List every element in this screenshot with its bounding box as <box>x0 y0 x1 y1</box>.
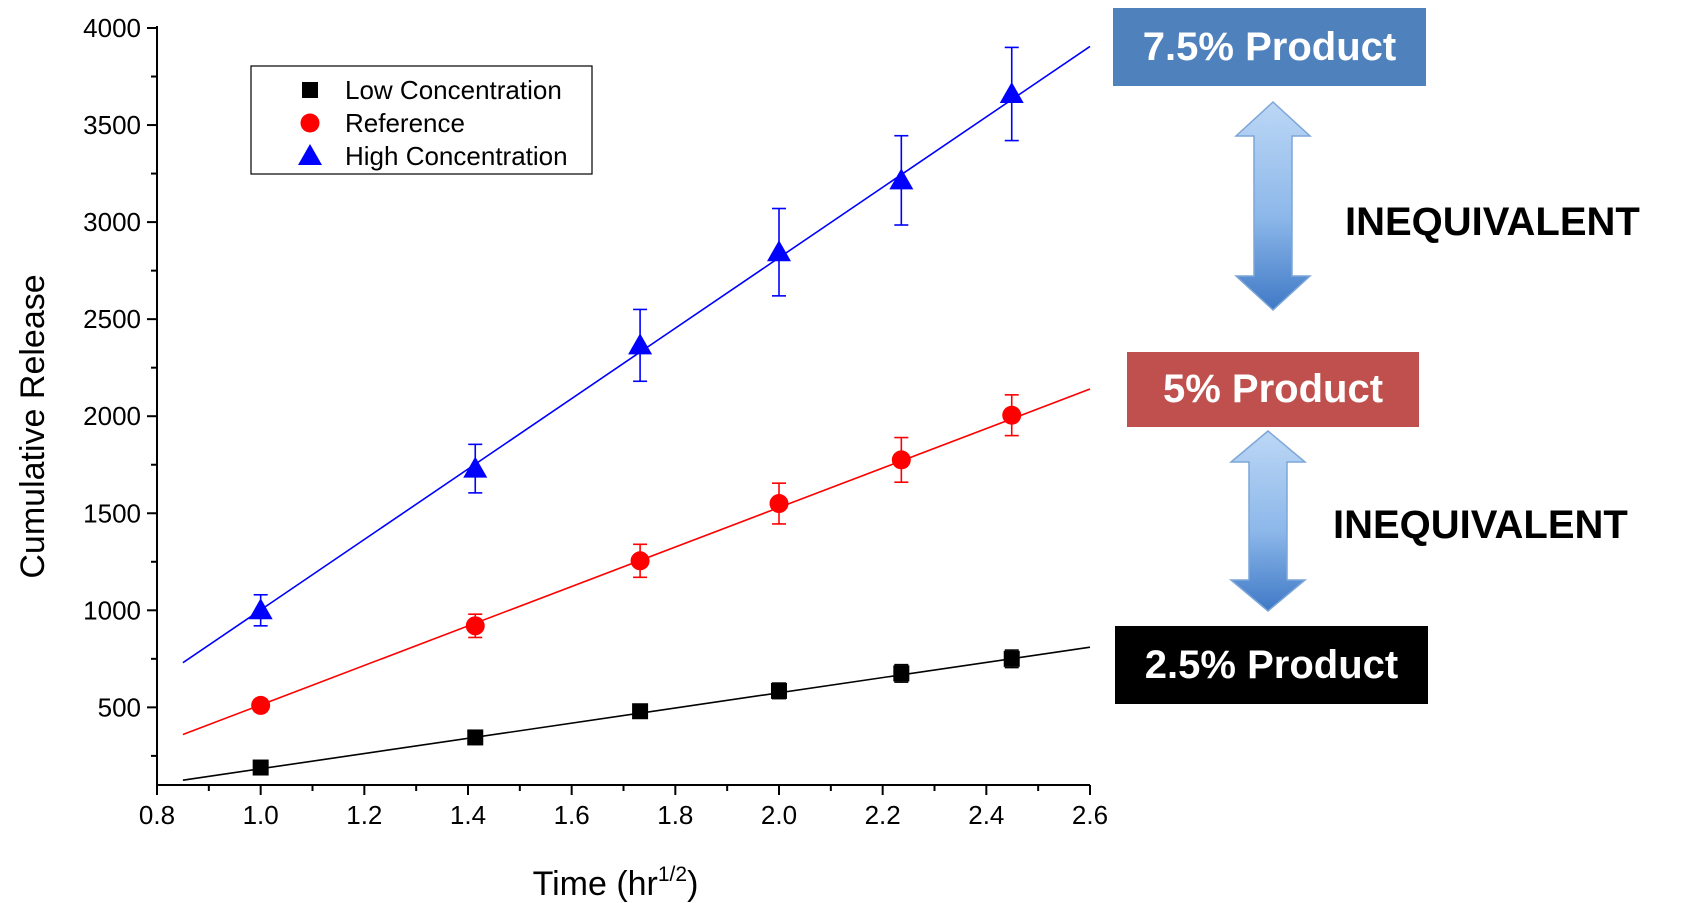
double-arrow-lower <box>1228 430 1308 612</box>
y-tick-label: 500 <box>98 692 141 722</box>
axes: 0.8 1.0 1.2 1.4 1.6 1.8 2.0 2.2 2.4 2.6 500 1000 150… <box>14 13 1108 903</box>
x-tick-label: 2.6 <box>1072 800 1108 830</box>
point-circle <box>251 695 271 715</box>
point-triangle <box>889 168 914 190</box>
legend-label: Reference <box>345 108 465 138</box>
fit-line-triangle <box>182 45 1091 664</box>
point-square <box>893 665 910 682</box>
x-tick-label: 1.6 <box>554 800 590 830</box>
product-box-7-5-label: 7.5% Product <box>1142 24 1397 69</box>
product-box-2-5: 2.5% Product <box>1115 626 1428 704</box>
legend-marker-circle <box>300 113 320 133</box>
point-circle <box>630 551 650 571</box>
point-circle <box>891 450 911 470</box>
point-triangle <box>463 456 488 478</box>
point-circle <box>465 616 485 636</box>
verdict-upper: INEQUIVALENT <box>1345 200 1640 244</box>
x-tick-label: 2.2 <box>865 800 901 830</box>
y-tick-label: 1500 <box>83 498 141 528</box>
x-tick-label: 2.0 <box>761 800 797 830</box>
y-tick-label: 3500 <box>83 110 141 140</box>
product-box-5-label: 5% Product <box>1162 367 1384 411</box>
x-tick-label: 0.8 <box>139 800 175 830</box>
point-triangle <box>999 81 1024 103</box>
x-tick-label: 1.0 <box>243 800 279 830</box>
y-axis-title: Cumulative Release <box>14 274 52 578</box>
point-circle <box>769 494 789 514</box>
legend-label: High Concentration <box>345 141 568 171</box>
legend-label: Low Concentration <box>345 75 562 105</box>
point-triangle <box>628 333 653 355</box>
y-tick-label: 1000 <box>83 595 141 625</box>
legend-marker-square <box>302 82 318 98</box>
point-circle <box>1002 405 1022 425</box>
y-tick-label: 3000 <box>83 207 141 237</box>
x-tick-label: 1.2 <box>346 800 382 830</box>
comparison-arrows <box>1228 100 1312 612</box>
double-arrow-upper <box>1234 100 1312 312</box>
point-square <box>771 682 787 699</box>
verdict-lower: INEQUIVALENT <box>1333 503 1628 547</box>
data-markers <box>248 81 1024 776</box>
product-box-7-5: 7.5% Product <box>1113 8 1426 86</box>
x-axis-title: Time (hr1/2) <box>533 863 699 903</box>
point-square <box>1003 650 1020 667</box>
y-tick-label: 2000 <box>83 401 141 431</box>
point-triangle <box>767 240 791 262</box>
legend-marker-triangle <box>298 144 322 165</box>
point-square <box>467 729 484 746</box>
point-square <box>632 703 649 720</box>
point-square <box>252 759 269 776</box>
y-tick-label: 2500 <box>83 304 141 334</box>
x-tick-label: 2.4 <box>968 800 1004 830</box>
product-box-2-5-label: 2.5% Product <box>1144 642 1399 687</box>
x-tick-label: 1.8 <box>657 800 693 830</box>
y-tick-label: 4000 <box>83 13 141 43</box>
x-tick-label: 1.4 <box>450 800 486 830</box>
product-box-5: 5% Product <box>1127 352 1419 427</box>
point-triangle <box>248 598 273 620</box>
